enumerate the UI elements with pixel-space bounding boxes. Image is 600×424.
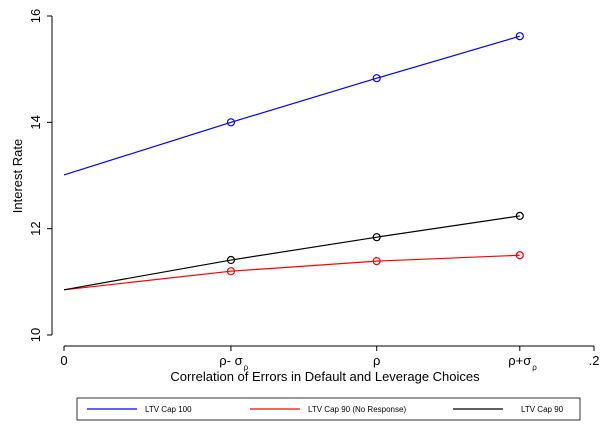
- point-marker: [515, 32, 524, 41]
- series-line: [63, 35, 520, 176]
- legend-box: [76, 397, 581, 421]
- y-tick-label: 14: [28, 115, 43, 129]
- x-tick-label: 0: [60, 353, 67, 368]
- x-tick-subscript: ρ: [244, 363, 249, 372]
- y-tick-label: 12: [28, 221, 43, 235]
- legend-label: LTV Cap 90: [521, 405, 564, 414]
- point-marker: [515, 211, 524, 221]
- point-marker: [226, 255, 236, 265]
- legend-label: LTV Cap 100: [145, 405, 192, 414]
- y-tick-label: 10: [28, 328, 43, 342]
- x-tick-label: ρ- σ: [219, 353, 242, 368]
- point-marker: [372, 74, 381, 83]
- x-tick-label: .2: [589, 353, 600, 368]
- x-tick-subscript: ρ: [532, 363, 537, 372]
- series-line: [63, 254, 520, 291]
- y-tick-label: 16: [28, 9, 43, 23]
- x-tick-label: ρ+σ: [508, 353, 531, 368]
- legend-label: LTV Cap 90 (No Response): [308, 405, 406, 414]
- point-marker: [515, 251, 524, 260]
- series-line: [63, 215, 520, 291]
- point-marker: [372, 256, 381, 266]
- point-marker: [226, 118, 236, 127]
- x-tick-label: ρ: [373, 353, 380, 368]
- x-axis-label: Correlation of Errors in Default and Lev…: [170, 369, 480, 384]
- y-axis-label: Interest Rate: [10, 139, 25, 213]
- point-marker: [372, 233, 381, 242]
- point-marker: [226, 267, 236, 276]
